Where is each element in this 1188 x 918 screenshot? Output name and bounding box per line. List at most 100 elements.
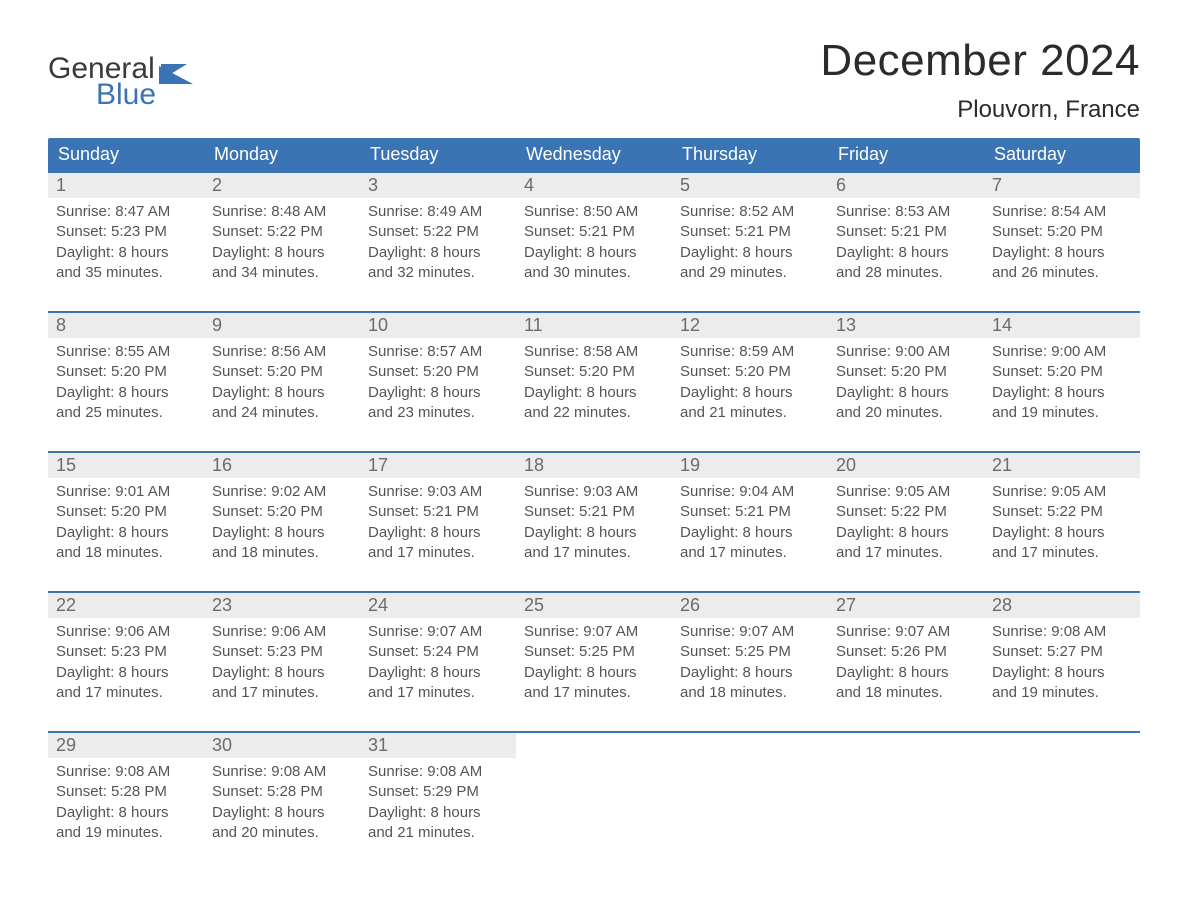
daylight-line-2: and 25 minutes. <box>56 403 196 423</box>
topbar: General Blue December 2024 Plouvorn, Fra… <box>48 36 1140 124</box>
calendar-day: 17Sunrise: 9:03 AMSunset: 5:21 PMDayligh… <box>360 453 516 569</box>
day-content: Sunrise: 9:03 AMSunset: 5:21 PMDaylight:… <box>360 478 516 569</box>
day-content: Sunrise: 8:54 AMSunset: 5:20 PMDaylight:… <box>984 198 1140 289</box>
day-number: 7 <box>984 173 1140 198</box>
sunset-line: Sunset: 5:21 PM <box>680 222 820 242</box>
sunset-line: Sunset: 5:25 PM <box>524 642 664 662</box>
calendar-day: 29Sunrise: 9:08 AMSunset: 5:28 PMDayligh… <box>48 733 204 849</box>
sunrise-line: Sunrise: 9:07 AM <box>836 622 976 642</box>
day-content: Sunrise: 9:04 AMSunset: 5:21 PMDaylight:… <box>672 478 828 569</box>
daylight-line: Daylight: 8 hours <box>992 243 1132 263</box>
calendar-day: 14Sunrise: 9:00 AMSunset: 5:20 PMDayligh… <box>984 313 1140 429</box>
day-content: Sunrise: 9:08 AMSunset: 5:28 PMDaylight:… <box>48 758 204 849</box>
sunset-line: Sunset: 5:21 PM <box>836 222 976 242</box>
day-content: Sunrise: 9:08 AMSunset: 5:27 PMDaylight:… <box>984 618 1140 709</box>
sunset-line: Sunset: 5:20 PM <box>368 362 508 382</box>
calendar-day <box>828 733 984 849</box>
daylight-line: Daylight: 8 hours <box>212 383 352 403</box>
calendar-day: 27Sunrise: 9:07 AMSunset: 5:26 PMDayligh… <box>828 593 984 709</box>
day-number: 8 <box>48 313 204 338</box>
calendar-day: 5Sunrise: 8:52 AMSunset: 5:21 PMDaylight… <box>672 173 828 289</box>
calendar-week: 15Sunrise: 9:01 AMSunset: 5:20 PMDayligh… <box>48 451 1140 569</box>
calendar-day: 9Sunrise: 8:56 AMSunset: 5:20 PMDaylight… <box>204 313 360 429</box>
day-content: Sunrise: 8:58 AMSunset: 5:20 PMDaylight:… <box>516 338 672 429</box>
weekday-label: Monday <box>204 138 360 173</box>
calendar-day: 28Sunrise: 9:08 AMSunset: 5:27 PMDayligh… <box>984 593 1140 709</box>
daylight-line: Daylight: 8 hours <box>992 523 1132 543</box>
calendar-day: 26Sunrise: 9:07 AMSunset: 5:25 PMDayligh… <box>672 593 828 709</box>
day-content: Sunrise: 8:50 AMSunset: 5:21 PMDaylight:… <box>516 198 672 289</box>
daylight-line-2: and 26 minutes. <box>992 263 1132 283</box>
day-content: Sunrise: 9:07 AMSunset: 5:25 PMDaylight:… <box>672 618 828 709</box>
sunset-line: Sunset: 5:20 PM <box>56 502 196 522</box>
day-content: Sunrise: 8:48 AMSunset: 5:22 PMDaylight:… <box>204 198 360 289</box>
daylight-line-2: and 20 minutes. <box>212 823 352 843</box>
daylight-line-2: and 23 minutes. <box>368 403 508 423</box>
day-number: 3 <box>360 173 516 198</box>
sunrise-line: Sunrise: 9:07 AM <box>368 622 508 642</box>
day-number: 4 <box>516 173 672 198</box>
sunset-line: Sunset: 5:23 PM <box>212 642 352 662</box>
day-content: Sunrise: 8:47 AMSunset: 5:23 PMDaylight:… <box>48 198 204 289</box>
sunset-line: Sunset: 5:27 PM <box>992 642 1132 662</box>
sunrise-line: Sunrise: 9:00 AM <box>992 342 1132 362</box>
sunset-line: Sunset: 5:20 PM <box>992 222 1132 242</box>
calendar-day: 3Sunrise: 8:49 AMSunset: 5:22 PMDaylight… <box>360 173 516 289</box>
page-subtitle: Plouvorn, France <box>820 96 1140 124</box>
daylight-line: Daylight: 8 hours <box>680 523 820 543</box>
daylight-line-2: and 17 minutes. <box>524 683 664 703</box>
day-content: Sunrise: 9:07 AMSunset: 5:26 PMDaylight:… <box>828 618 984 709</box>
day-content: Sunrise: 8:56 AMSunset: 5:20 PMDaylight:… <box>204 338 360 429</box>
sunrise-line: Sunrise: 9:04 AM <box>680 482 820 502</box>
daylight-line-2: and 19 minutes. <box>992 403 1132 423</box>
calendar-day: 20Sunrise: 9:05 AMSunset: 5:22 PMDayligh… <box>828 453 984 569</box>
daylight-line-2: and 28 minutes. <box>836 263 976 283</box>
sunrise-line: Sunrise: 9:05 AM <box>836 482 976 502</box>
calendar-day: 4Sunrise: 8:50 AMSunset: 5:21 PMDaylight… <box>516 173 672 289</box>
sunrise-line: Sunrise: 8:47 AM <box>56 202 196 222</box>
calendar-day: 31Sunrise: 9:08 AMSunset: 5:29 PMDayligh… <box>360 733 516 849</box>
day-content: Sunrise: 9:07 AMSunset: 5:25 PMDaylight:… <box>516 618 672 709</box>
day-content: Sunrise: 9:00 AMSunset: 5:20 PMDaylight:… <box>828 338 984 429</box>
sunset-line: Sunset: 5:23 PM <box>56 642 196 662</box>
daylight-line-2: and 21 minutes. <box>680 403 820 423</box>
daylight-line-2: and 29 minutes. <box>680 263 820 283</box>
day-content: Sunrise: 8:59 AMSunset: 5:20 PMDaylight:… <box>672 338 828 429</box>
day-number: 29 <box>48 733 204 758</box>
day-number: 30 <box>204 733 360 758</box>
weekday-label: Wednesday <box>516 138 672 173</box>
daylight-line: Daylight: 8 hours <box>524 243 664 263</box>
sunset-line: Sunset: 5:20 PM <box>212 502 352 522</box>
day-number: 6 <box>828 173 984 198</box>
sunset-line: Sunset: 5:22 PM <box>836 502 976 522</box>
sunrise-line: Sunrise: 9:06 AM <box>212 622 352 642</box>
logo: General Blue <box>48 36 193 110</box>
daylight-line-2: and 35 minutes. <box>56 263 196 283</box>
sunset-line: Sunset: 5:21 PM <box>680 502 820 522</box>
daylight-line-2: and 32 minutes. <box>368 263 508 283</box>
day-number: 18 <box>516 453 672 478</box>
calendar-page: General Blue December 2024 Plouvorn, Fra… <box>0 0 1188 889</box>
day-number: 24 <box>360 593 516 618</box>
daylight-line-2: and 17 minutes. <box>680 543 820 563</box>
daylight-line: Daylight: 8 hours <box>212 523 352 543</box>
day-content <box>828 757 984 845</box>
day-content: Sunrise: 9:08 AMSunset: 5:28 PMDaylight:… <box>204 758 360 849</box>
daylight-line-2: and 18 minutes. <box>212 543 352 563</box>
daylight-line-2: and 34 minutes. <box>212 263 352 283</box>
daylight-line: Daylight: 8 hours <box>368 803 508 823</box>
daylight-line: Daylight: 8 hours <box>992 663 1132 683</box>
daylight-line: Daylight: 8 hours <box>836 383 976 403</box>
sunrise-line: Sunrise: 8:55 AM <box>56 342 196 362</box>
day-number: 2 <box>204 173 360 198</box>
sunrise-line: Sunrise: 9:03 AM <box>524 482 664 502</box>
calendar-day: 10Sunrise: 8:57 AMSunset: 5:20 PMDayligh… <box>360 313 516 429</box>
page-title: December 2024 <box>820 36 1140 86</box>
daylight-line: Daylight: 8 hours <box>56 803 196 823</box>
calendar-day: 22Sunrise: 9:06 AMSunset: 5:23 PMDayligh… <box>48 593 204 709</box>
day-number: 1 <box>48 173 204 198</box>
sunrise-line: Sunrise: 8:49 AM <box>368 202 508 222</box>
day-content: Sunrise: 9:06 AMSunset: 5:23 PMDaylight:… <box>48 618 204 709</box>
daylight-line: Daylight: 8 hours <box>368 243 508 263</box>
daylight-line-2: and 17 minutes. <box>56 683 196 703</box>
